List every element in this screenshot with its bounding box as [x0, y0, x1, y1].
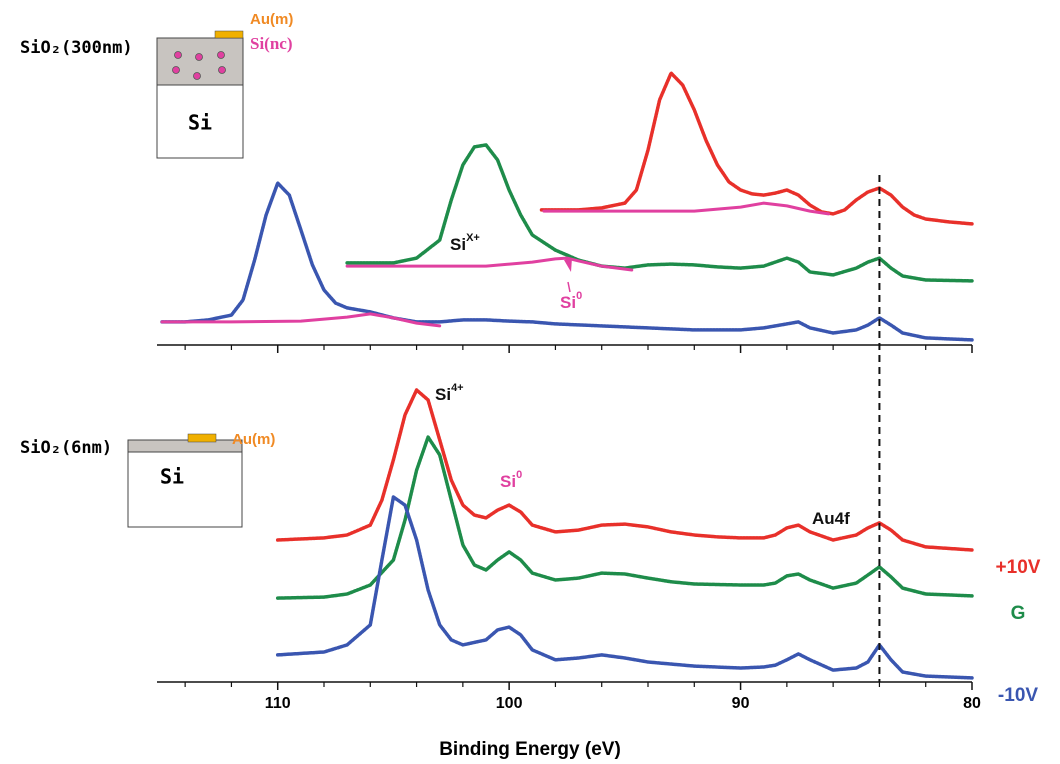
- fit-curve: [345, 256, 634, 272]
- x-tick-label: 110: [265, 695, 291, 712]
- annotation: Si4+: [435, 382, 464, 405]
- oxide-layer: [127, 439, 243, 453]
- annotation: Si0: [560, 290, 582, 313]
- annotation-text: Au4f: [812, 509, 850, 528]
- layer-label: SiO₂(300nm): [20, 38, 133, 58]
- annotation-pointer: [567, 281, 571, 293]
- annotation-sup: 4+: [451, 382, 464, 394]
- substrate-label: Si: [160, 465, 184, 489]
- spectrum: [275, 495, 974, 680]
- metal-label: Au(m): [250, 11, 293, 28]
- inset-bottom: SiO₂(6nm) Au(m) Si: [20, 431, 275, 528]
- series-label: G: [1011, 603, 1026, 624]
- annotation: SiX+: [450, 232, 480, 255]
- fit-curve: [160, 312, 442, 328]
- nanocrystals: [172, 51, 226, 80]
- metal-label: Au(m): [232, 431, 275, 448]
- gold-electrode: [214, 30, 244, 39]
- annotation: Si0: [500, 469, 522, 492]
- annotation-text: Si: [500, 472, 516, 491]
- series-label: +10V: [996, 557, 1041, 578]
- substrate-box: [127, 451, 243, 528]
- annotation-text: Si: [560, 293, 576, 312]
- x-tick-label: 90: [732, 695, 750, 712]
- spectrum: [539, 71, 974, 226]
- layer-label: SiO₂(6nm): [20, 438, 112, 458]
- series-label: -10V: [998, 685, 1038, 706]
- annotation-text: Si: [435, 385, 451, 404]
- substrate-label: Si: [188, 111, 212, 135]
- spectrum: [275, 388, 974, 552]
- x-axis-title: Binding Energy (eV): [439, 739, 621, 760]
- annotation-sup: 0: [576, 290, 582, 302]
- inset-top: SiO₂(300nm) Au(m) Si(nc) Si: [20, 11, 293, 159]
- spectrum: [275, 435, 974, 600]
- spectrum: [160, 181, 974, 342]
- annotation-sup: X+: [466, 232, 480, 244]
- annotation-pointer: [564, 258, 572, 272]
- spectrum: [345, 143, 974, 283]
- x-tick-label: 80: [963, 695, 981, 712]
- annotation-sup: 0: [516, 469, 522, 481]
- x-tick-label: 100: [496, 695, 523, 712]
- fit-curve: [542, 201, 830, 216]
- annotation-text: Si: [450, 235, 466, 254]
- particles-label: Si(nc): [250, 34, 293, 53]
- substrate-box: [156, 84, 244, 159]
- annotation: Au4f: [812, 509, 850, 528]
- gold-electrode: [187, 433, 217, 443]
